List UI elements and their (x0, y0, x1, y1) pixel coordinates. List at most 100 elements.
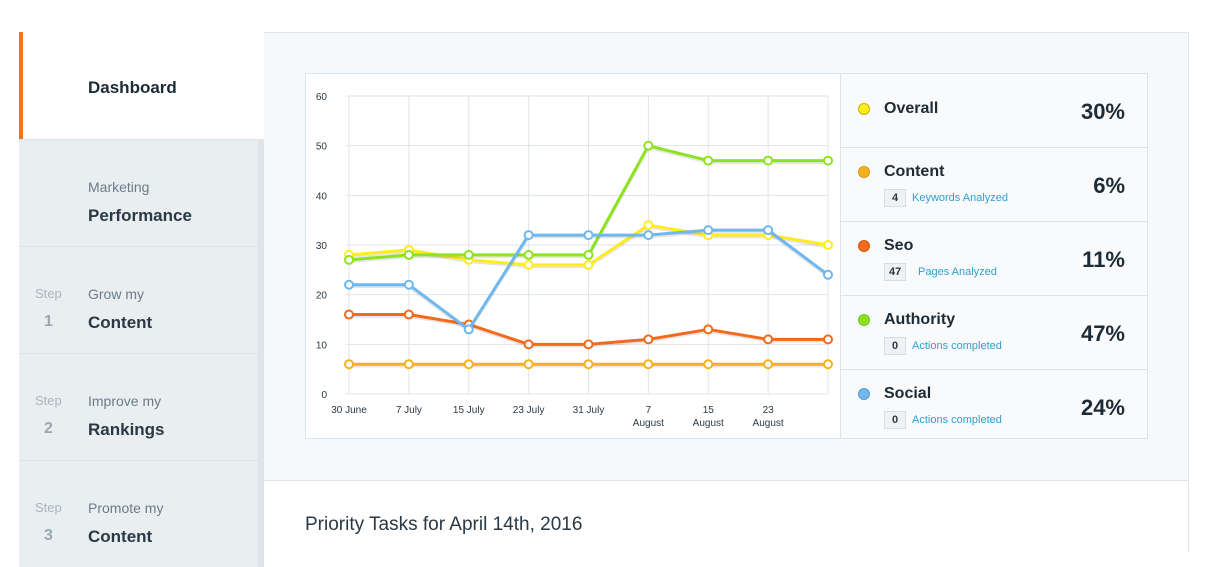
x-tick-label: 15 August (693, 405, 724, 429)
sidebar-item-sublabel: Marketing (88, 179, 150, 195)
sidebar-item-step-2[interactable]: Step 2 Improve my Rankings (19, 353, 264, 460)
x-tick-label: 15 July (453, 405, 485, 416)
sidebar-item-label: Content (88, 527, 153, 546)
data-point-social (463, 324, 474, 335)
x-tick-label: 23 August (753, 405, 784, 429)
legend-count-badge: 47 (884, 263, 907, 281)
step-number: 2 (44, 420, 53, 437)
legend-percent: 6% (1093, 173, 1125, 198)
y-tick-label: 50 (316, 142, 328, 153)
data-point-seo (823, 334, 833, 345)
data-point-content (403, 359, 414, 370)
data-point-authority (703, 155, 714, 166)
y-tick-label: 20 (316, 291, 328, 302)
legend-row-authority[interactable]: Authority 47% 0 Actions completed (841, 296, 1147, 370)
legend-caption[interactable]: Actions completed (912, 414, 1002, 426)
data-point-seo (703, 324, 714, 335)
legend-name: Authority (884, 311, 956, 328)
sidebar-item-step-3[interactable]: Step 3 Promote my Content (19, 460, 264, 567)
sidebar-item-sublabel: Promote my (88, 500, 164, 516)
legend-percent: 11% (1082, 247, 1125, 272)
priority-tasks-title: Priority Tasks for April 14th, 2016 (305, 514, 583, 535)
data-point-overall (643, 220, 654, 231)
legend-name: Content (884, 163, 945, 180)
legend-caption[interactable]: Actions completed (912, 340, 1002, 352)
step-number: 1 (44, 313, 53, 330)
social-dot-icon (858, 388, 870, 400)
legend-percent: 24% (1080, 395, 1125, 420)
authority-dot-icon (858, 314, 870, 326)
data-point-content (344, 359, 354, 370)
overall-dot-icon (858, 103, 870, 115)
data-point-social (523, 230, 534, 241)
legend-row-social[interactable]: Social 24% 0 Actions completed (841, 370, 1147, 444)
y-tick-label: 30 (316, 241, 328, 252)
data-point-seo (523, 339, 534, 350)
data-point-social (344, 279, 354, 290)
data-point-authority (403, 249, 414, 260)
data-point-authority (643, 140, 654, 151)
data-point-social (643, 230, 654, 241)
legend-row-overall[interactable]: Overall 30% (841, 74, 1147, 148)
data-point-seo (763, 334, 774, 345)
legend-name: Overall (884, 100, 939, 117)
chart-legend: Overall 30% Content 6% 4 Keywords Analyz… (840, 73, 1148, 439)
data-point-authority (823, 155, 833, 166)
data-point-content (763, 359, 774, 370)
data-point-seo (643, 334, 654, 345)
step-number: 3 (44, 527, 53, 544)
data-point-overall (583, 259, 594, 270)
sidebar-item-marketing-performance[interactable]: Marketing Performance (19, 139, 264, 246)
x-tick-label: 23 July (513, 405, 545, 416)
data-point-content (523, 359, 534, 370)
x-tick-label: 30 June (331, 405, 367, 416)
x-tick-label: 31 July (573, 405, 605, 416)
data-point-social (403, 279, 414, 290)
performance-chart: 0 10 20 30 40 50 60 30 June 7 July 15 July 23 July… (305, 73, 841, 439)
sidebar-item-sublabel: Improve my (88, 393, 162, 409)
step-word: Step (35, 286, 62, 301)
data-point-content (463, 359, 474, 370)
data-point-content (643, 359, 654, 370)
legend-count-badge: 0 (884, 411, 906, 429)
data-point-social (763, 225, 774, 236)
data-point-authority (763, 155, 774, 166)
data-point-social (583, 230, 594, 241)
sidebar-item-step-1[interactable]: Step 1 Grow my Content (19, 246, 264, 353)
sidebar: Dashboard Marketing Performance Step 1 G… (19, 32, 264, 567)
y-tick-label: 60 (316, 92, 328, 103)
line-chart: 0 10 20 30 40 50 60 30 June 7 July 15 July 23 July… (316, 92, 833, 429)
legend-name: Seo (884, 237, 914, 254)
data-point-overall (523, 259, 534, 270)
legend-row-seo[interactable]: Seo 11% 47 Pages Analyzed (841, 222, 1147, 296)
sidebar-item-dashboard[interactable]: Dashboard (19, 32, 264, 139)
sidebar-item-label: Rankings (88, 420, 165, 439)
data-point-content (703, 359, 714, 370)
legend-row-content[interactable]: Content 6% 4 Keywords Analyzed (841, 148, 1147, 222)
data-point-authority (344, 254, 354, 265)
data-point-social (703, 225, 714, 236)
legend-percent: 47% (1080, 321, 1125, 346)
legend-count-badge: 0 (884, 337, 906, 355)
seo-dot-icon (858, 240, 870, 252)
y-tick-label: 10 (316, 340, 328, 351)
step-word: Step (35, 393, 62, 408)
legend-percent: 30% (1080, 99, 1125, 124)
data-point-seo (583, 339, 594, 350)
data-point-content (583, 359, 594, 370)
data-point-authority (583, 249, 594, 260)
data-point-seo (403, 309, 414, 320)
legend-caption[interactable]: Pages Analyzed (918, 266, 997, 278)
data-point-content (823, 359, 833, 370)
data-point-authority (463, 249, 474, 260)
sidebar-item-label: Content (88, 313, 153, 332)
y-tick-label: 0 (321, 390, 327, 401)
legend-caption[interactable]: Keywords Analyzed (912, 192, 1008, 204)
legend-name: Social (884, 385, 932, 402)
content-dot-icon (858, 166, 870, 178)
x-tick-label: 7 August (633, 405, 664, 429)
legend-count-badge: 4 (884, 189, 906, 207)
sidebar-item-sublabel: Grow my (88, 286, 144, 302)
x-tick-label: 7 July (396, 405, 422, 416)
data-point-seo (344, 309, 354, 320)
